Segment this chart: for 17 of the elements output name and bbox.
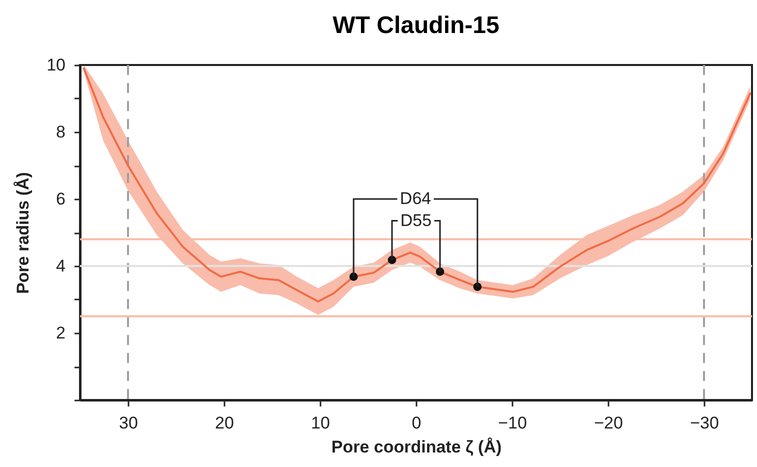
chart-title: WT Claudin-15	[332, 12, 500, 39]
y-tick-label: 8	[56, 122, 66, 142]
y-tick-label: 2	[56, 324, 66, 342]
y-axis-title: Pore radius (Å)	[14, 172, 33, 294]
x-tick-label: −10	[498, 414, 527, 432]
text: D64	[400, 189, 432, 208]
x-tick-label: 0	[412, 414, 422, 432]
x-axis-title: Pore coordinate ζ (Å)	[331, 438, 502, 456]
x-tick-label: −20	[594, 414, 623, 432]
x-tick-label: 30	[119, 414, 138, 432]
x-tick-label: 10	[311, 414, 330, 432]
y-tick-label: 10	[46, 56, 66, 74]
series-label: D55	[400, 210, 432, 230]
y-tick-label: 4	[56, 256, 66, 276]
x-tick-label: −30	[690, 414, 719, 432]
x-tick-label: 20	[215, 414, 234, 432]
y-tick-label: 6	[56, 190, 66, 208]
